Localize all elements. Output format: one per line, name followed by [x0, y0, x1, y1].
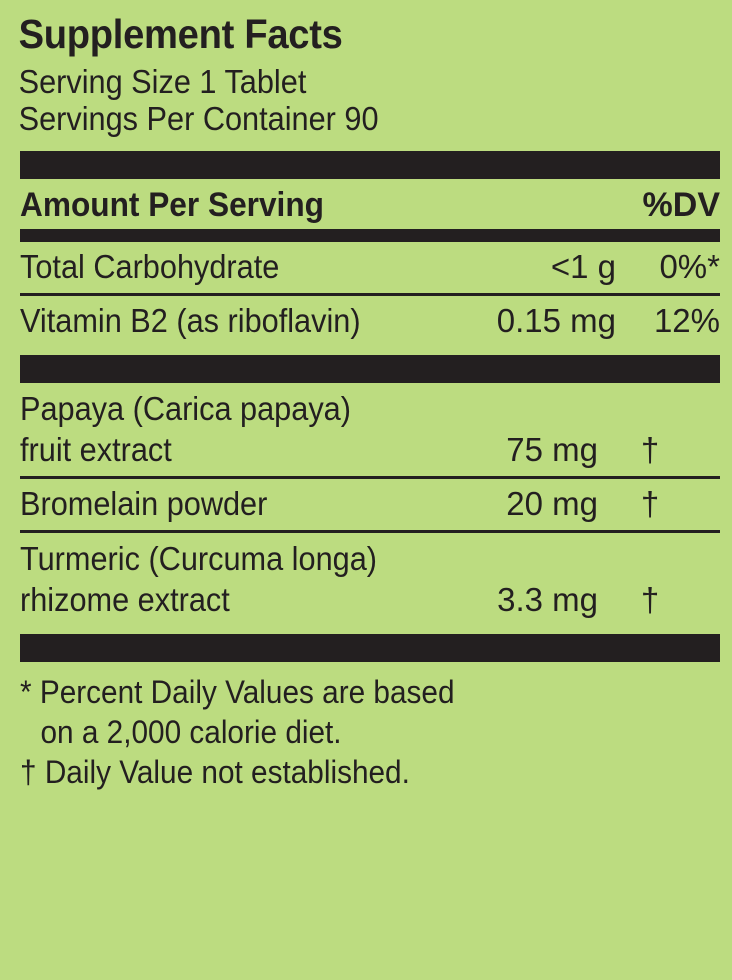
ingredient-amount: 75 mg — [506, 431, 598, 468]
ingredient-amount: 20 mg — [506, 485, 598, 522]
ingredient-dv: † — [640, 485, 660, 522]
nutrient-amount: 0.15 mg — [496, 302, 616, 339]
rule-med-under-header — [20, 229, 720, 242]
ingredient-name-line2: rhizome extract — [20, 581, 230, 618]
rule-thick-middle — [20, 355, 720, 383]
ingredient-dv: † — [640, 431, 660, 468]
footnote-asterisk-line1: * Percent Daily Values are based — [20, 674, 455, 710]
amount-per-serving-label: Amount Per Serving — [20, 186, 324, 224]
servings-per-container: Servings Per Container 90 — [18, 100, 379, 137]
rule-thick-top — [20, 151, 720, 179]
serving-info: Serving Size 1 Tablet Servings Per Conta… — [0, 63, 681, 137]
ingredient-name: Bromelain powder — [20, 485, 268, 522]
ingredient-amount: 3.3 mg — [497, 581, 598, 618]
rule-thick-bottom — [20, 634, 720, 662]
ingredient-name-line1: Papaya (Carica papaya) — [20, 390, 351, 427]
percent-dv-label: %DV — [642, 186, 720, 224]
table-row: Bromelain powder 20 mg † — [20, 479, 720, 530]
table-row: Total Carbohydrate <1 g 0%* — [20, 242, 720, 293]
nutrient-dv: 0%* — [659, 248, 720, 285]
nutrient-amount: <1 g — [550, 248, 616, 285]
table-row: Papaya (Carica papaya) fruit extract 75 … — [20, 383, 720, 476]
ingredient-name-line2: fruit extract — [20, 431, 172, 468]
rule-thin — [20, 476, 720, 479]
table-header-row: Amount Per Serving %DV — [20, 179, 720, 229]
table-row: Turmeric (Curcuma longa) rhizome extract… — [20, 533, 720, 626]
rule-thin — [20, 530, 720, 533]
panel-title: Supplement Facts — [18, 11, 343, 57]
footnotes: * Percent Daily Values are based on a 2,… — [0, 662, 732, 792]
nutrient-name: Vitamin B2 (as riboflavin) — [20, 302, 361, 339]
serving-size: Serving Size 1 Tablet — [18, 63, 307, 100]
table-row: Vitamin B2 (as riboflavin) 0.15 mg 12% — [20, 296, 720, 347]
rule-thin — [20, 293, 720, 296]
ingredient-name-line1: Turmeric (Curcuma longa) — [20, 540, 378, 577]
ingredient-dv: † — [640, 581, 660, 618]
footnote-asterisk-line2: on a 2,000 calorie diet. — [40, 714, 342, 750]
nutrient-name: Total Carbohydrate — [20, 248, 280, 285]
nutrient-dv: 12% — [653, 302, 720, 339]
footnote-dagger-line: † Daily Value not established. — [20, 754, 410, 790]
